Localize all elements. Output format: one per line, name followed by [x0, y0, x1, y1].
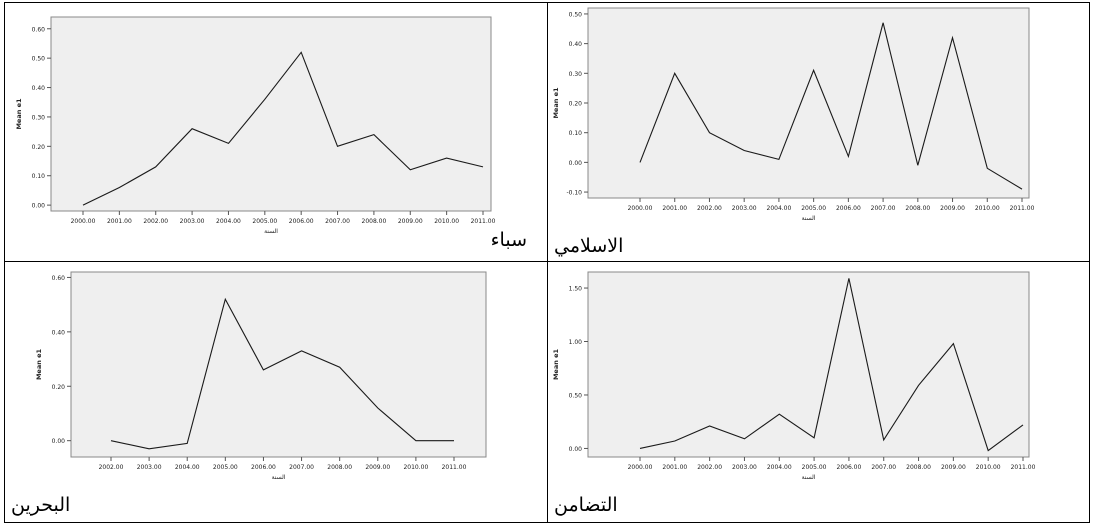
y-axis-title: Mean e1	[15, 98, 23, 130]
x-tick-label: 2001.00	[107, 218, 132, 225]
x-tick-label: 2008.00	[906, 464, 931, 471]
x-tick-label: 2009.00	[365, 464, 390, 471]
line-chart-bahrain: 0.00 0.20 0.40 0.60 2002.00 2003.00 2004.00 200…	[35, 271, 487, 481]
x-tick-label: 2008.00	[327, 464, 352, 471]
cell-bottom-right: 0.00 0.50 1.00 1.50 2000.00 2001.00 2002.00 200…	[547, 261, 1090, 523]
y-axis-title: Mean e1	[35, 348, 43, 380]
x-tick-label: 2011.00	[442, 464, 467, 471]
x-tick-label: 2007.00	[289, 464, 314, 471]
chart-caption: سباء	[490, 229, 527, 251]
plot-area	[50, 16, 492, 212]
x-tick-label: 2005.00	[252, 218, 277, 225]
x-tick-label: 2007.00	[871, 205, 896, 212]
y-tick-label: 0.60	[32, 26, 46, 33]
x-tick-label: 2009.00	[941, 464, 966, 471]
x-axis-title: السنة	[802, 474, 816, 481]
x-tick-label: 2010.00	[403, 464, 428, 471]
x-tick-label: 2006.00	[251, 464, 276, 471]
x-tick-label: 2006.00	[289, 218, 314, 225]
series-line	[639, 22, 1023, 190]
x-tick-label: 2002.00	[697, 464, 722, 471]
y-tick-label: 1.50	[569, 286, 583, 293]
x-tick-label: 2008.00	[905, 205, 930, 212]
line-chart-saba: 0.00 0.10 0.20 0.30 0.40 0.50 0.60 2000.00 2001.…	[15, 16, 496, 235]
x-tick-label: 2000.00	[628, 464, 653, 471]
line-chart-tadamun: 0.00 0.50 1.00 1.50 2000.00 2001.00 2002.00 200…	[552, 271, 1036, 481]
x-tick-label: 2011.00	[1010, 205, 1035, 212]
x-tick-label: 2001.00	[662, 205, 687, 212]
plot-area	[587, 271, 1030, 458]
x-tick-label: 2011.00	[471, 218, 496, 225]
x-tick-label: 2007.00	[325, 218, 350, 225]
y-tick-label: 0.10	[569, 130, 583, 137]
x-tick-label: 2002.00	[143, 218, 168, 225]
y-tick-label: 0.30	[569, 71, 583, 78]
y-tick-label: 0.50	[569, 11, 583, 18]
y-tick-label: 1.00	[569, 339, 583, 346]
line-chart-islami: -0.10 0.00 0.10 0.20 0.30 0.40 0.50 2000.00 2001…	[552, 7, 1035, 222]
y-tick-label: 0.50	[569, 392, 583, 399]
y-axis-title: Mean e1	[552, 87, 560, 119]
x-tick-label: 2004.00	[767, 464, 792, 471]
x-tick-label: 2005.00	[801, 205, 826, 212]
series-line	[82, 51, 484, 206]
x-tick-label: 2002.00	[99, 464, 124, 471]
plot-area	[70, 271, 487, 458]
x-tick-label: 2005.00	[802, 464, 827, 471]
y-tick-label: -0.10	[566, 190, 582, 197]
y-tick-label: 0.40	[32, 85, 46, 92]
x-tick-label: 2005.00	[213, 464, 238, 471]
x-tick-label: 2000.00	[628, 205, 653, 212]
y-tick-label: 0.40	[52, 329, 66, 336]
x-tick-label: 2010.00	[975, 205, 1000, 212]
x-tick-label: 2004.00	[767, 205, 792, 212]
y-tick-label: 0.40	[569, 41, 583, 48]
x-tick-label: 2003.00	[137, 464, 162, 471]
x-tick-label: 2006.00	[837, 464, 862, 471]
chart-caption: التضامن	[554, 494, 618, 516]
y-tick-label: 0.30	[32, 114, 46, 121]
y-tick-label: 0.60	[52, 275, 66, 282]
x-axis-title: السنة	[802, 215, 816, 222]
x-tick-label: 2009.00	[940, 205, 965, 212]
cell-top-right: -0.10 0.00 0.10 0.20 0.30 0.40 0.50 2000.00 2001…	[547, 2, 1090, 262]
plot-area	[587, 7, 1030, 199]
x-tick-label: 2004.00	[175, 464, 200, 471]
y-axis-title: Mean e1	[552, 348, 560, 380]
x-tick-label: 2001.00	[662, 464, 687, 471]
cell-top-left: 0.00 0.10 0.20 0.30 0.40 0.50 0.60 2000.00 2001.…	[4, 2, 548, 262]
x-tick-label: 2010.00	[976, 464, 1001, 471]
x-tick-label: 2010.00	[434, 218, 459, 225]
x-tick-label: 2008.00	[362, 218, 387, 225]
chart-caption: الاسلامي	[554, 235, 624, 257]
x-tick-label: 2011.00	[1011, 464, 1036, 471]
x-tick-label: 2004.00	[216, 218, 241, 225]
x-tick-label: 2007.00	[871, 464, 896, 471]
x-tick-label: 2003.00	[732, 205, 757, 212]
x-tick-label: 2003.00	[180, 218, 205, 225]
y-tick-label: 0.00	[32, 203, 46, 210]
x-tick-label: 2000.00	[71, 218, 96, 225]
cell-bottom-left: 0.00 0.20 0.40 0.60 2002.00 2003.00 2004.00 200…	[4, 261, 548, 523]
x-tick-label: 2003.00	[732, 464, 757, 471]
y-tick-label: 0.00	[569, 446, 583, 453]
y-tick-label: 0.20	[569, 101, 583, 108]
x-axis-title: السنة	[272, 474, 286, 481]
x-tick-label: 2009.00	[398, 218, 423, 225]
x-tick-label: 2006.00	[836, 205, 861, 212]
y-tick-label: 0.20	[52, 384, 66, 391]
chart-caption: البحرين	[11, 494, 71, 516]
x-tick-label: 2002.00	[697, 205, 722, 212]
series-line	[639, 278, 1024, 452]
y-tick-label: 0.00	[52, 438, 66, 445]
series-line	[110, 297, 454, 450]
y-tick-label: 0.50	[32, 56, 46, 63]
x-axis-title: السنة	[264, 228, 278, 235]
y-tick-label: 0.00	[569, 160, 583, 167]
y-tick-label: 0.20	[32, 144, 46, 151]
y-tick-label: 0.10	[32, 173, 46, 180]
